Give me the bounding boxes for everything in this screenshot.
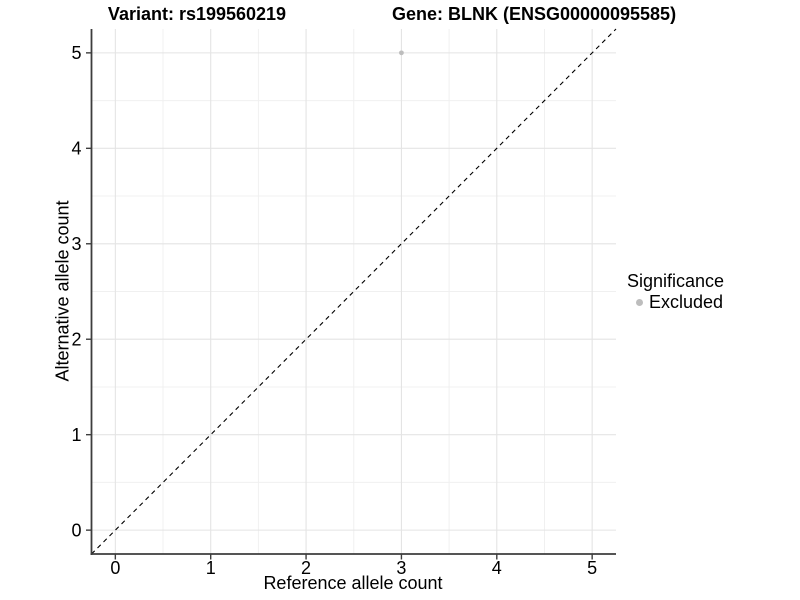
legend-point-icon — [636, 299, 643, 306]
y-tick-label: 5 — [71, 43, 81, 63]
legend-title: Significance — [627, 271, 725, 291]
x-tick-label: 5 — [587, 558, 597, 578]
legend-items: Excluded — [627, 293, 724, 312]
plot-title-gene: Gene: BLNK (ENSG00000095585) — [391, 4, 677, 24]
x-tick-label: 3 — [396, 558, 406, 578]
data-point — [399, 50, 404, 56]
x-tick-label: 1 — [206, 558, 216, 578]
y-tick-label: 2 — [71, 330, 81, 350]
legend-item-label: Excluded — [649, 292, 724, 312]
y-tick-label: 4 — [71, 139, 81, 159]
x-tick-label: 0 — [110, 558, 120, 578]
legend: Significance Excluded — [627, 271, 724, 312]
x-axis-title: Reference allele count — [263, 573, 443, 593]
y-tick-label: 3 — [71, 234, 81, 254]
y-axis-title: Alternative allele count — [52, 200, 73, 382]
x-tick-label: 2 — [301, 558, 311, 578]
plot-title-variant: Variant: rs199560219 — [107, 4, 287, 24]
y-tick-label: 1 — [71, 425, 81, 445]
y-tick-label: 0 — [71, 520, 81, 540]
legend-item: Excluded — [627, 293, 724, 312]
x-tick-label: 4 — [492, 558, 502, 578]
